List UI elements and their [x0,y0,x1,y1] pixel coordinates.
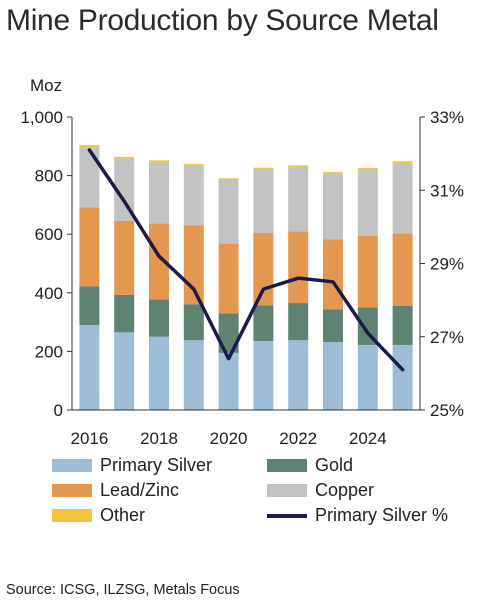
bar-other-2024 [357,167,378,170]
bar-primary-silver-2017 [114,332,135,410]
chart-title: Mine Production by Source Metal [6,4,439,37]
bar-copper-2025 [392,163,413,234]
bar-primary-silver-2023 [323,342,343,410]
bar-primary-silver-2020 [218,352,239,410]
y-right-tick-label: 27% [430,328,464,347]
legend-item-primary-silver-pct: Primary Silver % [267,505,448,526]
bar-lead-zinc-2021 [253,233,274,306]
bar-copper-2024 [357,169,378,236]
bar-primary-silver-2016 [79,325,100,410]
bar-other-2022 [288,165,309,167]
bar-lead-zinc-2024 [357,235,378,308]
legend-label-primary-silver-pct: Primary Silver % [315,505,449,525]
bar-gold-2020 [218,313,239,353]
bar-copper-2016 [79,147,100,208]
axes-layer: 0 200 400 600 800 1,000 25% 27% 29% 31% 33% 2016 201… [20,108,464,448]
y-right-tick-label: 33% [430,108,464,127]
x-tick-label: 2018 [140,429,178,448]
bar-copper-2020 [218,179,239,244]
y-left-tick-label: 800 [35,167,63,186]
bar-gold-2017 [114,294,135,333]
bar-gold-2025 [392,305,413,345]
y-left-tick-label: 0 [54,401,63,420]
bar-other-2018 [149,160,169,163]
bar-primary-silver-2021 [253,341,274,410]
legend-label-gold: Gold [315,455,354,475]
bar-other-2020 [218,178,239,180]
legend-item-other: Other [52,505,145,526]
bar-lead-zinc-2022 [288,231,309,304]
bar-other-2019 [183,163,204,166]
legend-swatch-lead-zinc [52,484,92,497]
legend-label-lead-zinc: Lead/Zinc [100,480,180,500]
y-left-tick-label: 1,000 [20,108,63,127]
x-tick-label: 2024 [349,429,387,448]
legend-item-primary-silver: Primary Silver [52,455,212,476]
bar-gold-2019 [183,304,204,341]
bar-other-2023 [323,172,343,174]
bar-copper-2018 [149,162,169,224]
bar-lead-zinc-2018 [149,223,169,300]
bar-lead-zinc-2016 [79,207,100,287]
bar-other-2017 [114,156,135,159]
legend-swatch-gold [267,459,307,472]
bar-other-2016 [79,145,100,148]
y-left-tick-label: 200 [35,342,63,361]
legend-swatch-other [52,509,92,522]
bar-primary-silver-2019 [183,340,204,410]
bar-copper-2019 [183,165,204,226]
bar-gold-2024 [357,307,378,345]
bar-copper-2022 [288,166,309,232]
bar-gold-2022 [288,303,309,341]
y-right-tick-label: 29% [430,255,464,274]
y-right-tick-label: 25% [430,401,464,420]
source-note: Source: ICSG, ILZSG, Metals Focus [6,582,240,598]
x-tick-label: 2016 [70,429,108,448]
bar-other-2021 [253,167,274,170]
line-layer [87,148,405,372]
bar-lead-zinc-2020 [218,243,239,314]
legend-swatch-copper [267,484,307,497]
legend-swatch-primary-silver-pct [267,513,307,518]
bar-lead-zinc-2023 [323,239,343,310]
bar-gold-2016 [79,286,100,326]
line-primary-silver-pct [87,148,405,372]
bar-copper-2023 [323,173,343,240]
bar-copper-2017 [114,158,135,221]
legend-item-lead-zinc: Lead/Zinc [52,480,179,501]
bar-gold-2018 [149,299,169,337]
bar-lead-zinc-2025 [392,233,413,306]
y-axis-unit-label: Moz [30,76,63,95]
bar-other-2025 [392,161,413,164]
bar-primary-silver-2024 [357,344,378,410]
legend-item-copper: Copper [267,480,374,501]
y-right-tick-label: 31% [430,181,464,200]
legend-label-other: Other [100,505,146,525]
bar-copper-2021 [253,169,274,234]
legend-item-gold: Gold [267,455,353,476]
legend-label-copper: Copper [315,480,375,500]
y-left-tick-label: 400 [35,284,63,303]
bar-gold-2021 [253,305,274,342]
legend-swatch-primary-silver [52,459,92,472]
bar-layer [79,145,413,410]
y-left-tick-label: 600 [35,225,63,244]
bar-lead-zinc-2017 [114,220,135,295]
bar-primary-silver-2018 [149,336,169,410]
bar-gold-2023 [323,309,343,343]
legend-label-primary-silver: Primary Silver [100,455,213,475]
chart-plot: 0 200 400 600 800 1,000 25% 27% 29% 31% 33% 2016 201… [20,108,464,448]
x-tick-label: 2020 [210,429,248,448]
bar-primary-silver-2022 [288,340,309,410]
bar-primary-silver-2025 [392,344,413,410]
x-tick-label: 2022 [279,429,317,448]
